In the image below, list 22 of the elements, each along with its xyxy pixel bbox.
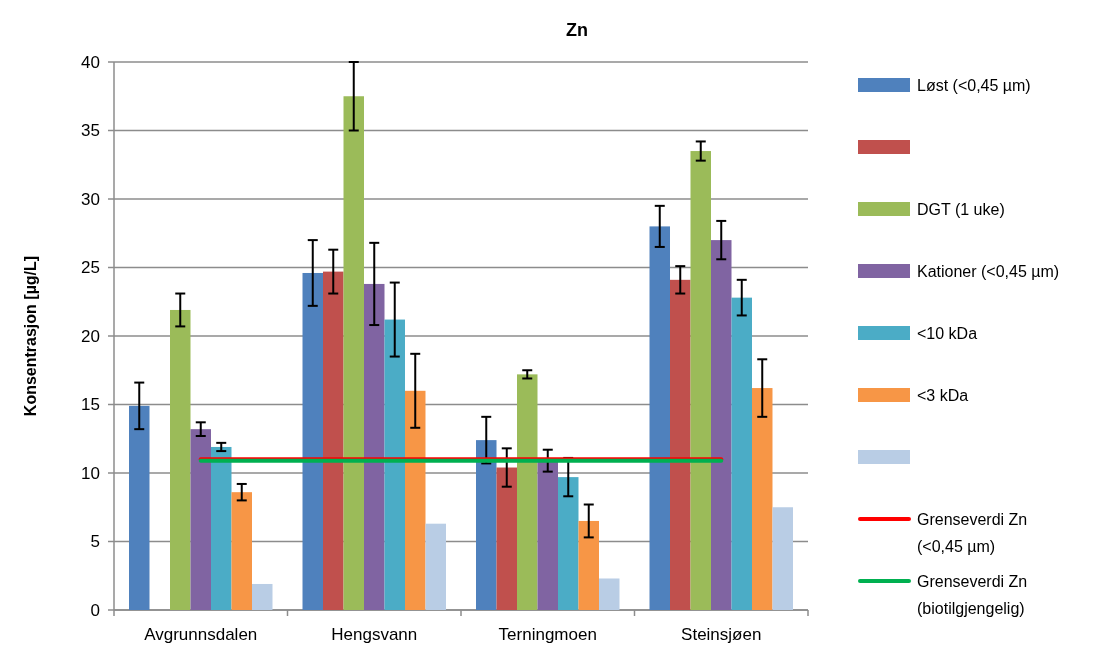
y-tick-label: 15 [81,395,100,415]
chart-title: Zn [566,20,588,40]
y-tick-label: 5 [90,532,100,552]
y-tick-label: 10 [81,463,100,483]
legend-label: <10 kDa [917,325,978,342]
x-tick-label: Hengsvann [331,625,418,644]
x-tick-label: Steinsjøen [681,625,762,644]
y-tick-label: 0 [90,600,100,620]
x-tick-label: Terningmoen [498,625,597,644]
y-tick-label: 30 [81,189,100,209]
legend-label: Grenseverdi Zn (<0,45 µm) [917,511,1028,555]
legend-label: <3 kDa [917,387,969,404]
legend-label: Kationer (<0,45 µm) [917,263,1060,280]
y-tick-label: 35 [81,121,100,141]
legend-label: DGT (1 uke) [917,201,1005,218]
x-tick-label: Avgrunnsdalen [144,625,258,644]
legend-label: Grenseverdi Zn (biotilgjengelig) [917,573,1028,617]
y-axis-title: Konsentrasjon [µg/L] [22,255,39,417]
legend-label: Løst (<0,45 µm) [917,77,1031,94]
y-tick-label: 25 [81,258,100,278]
y-tick-label: 20 [81,326,100,346]
y-tick-label: 40 [81,52,100,72]
